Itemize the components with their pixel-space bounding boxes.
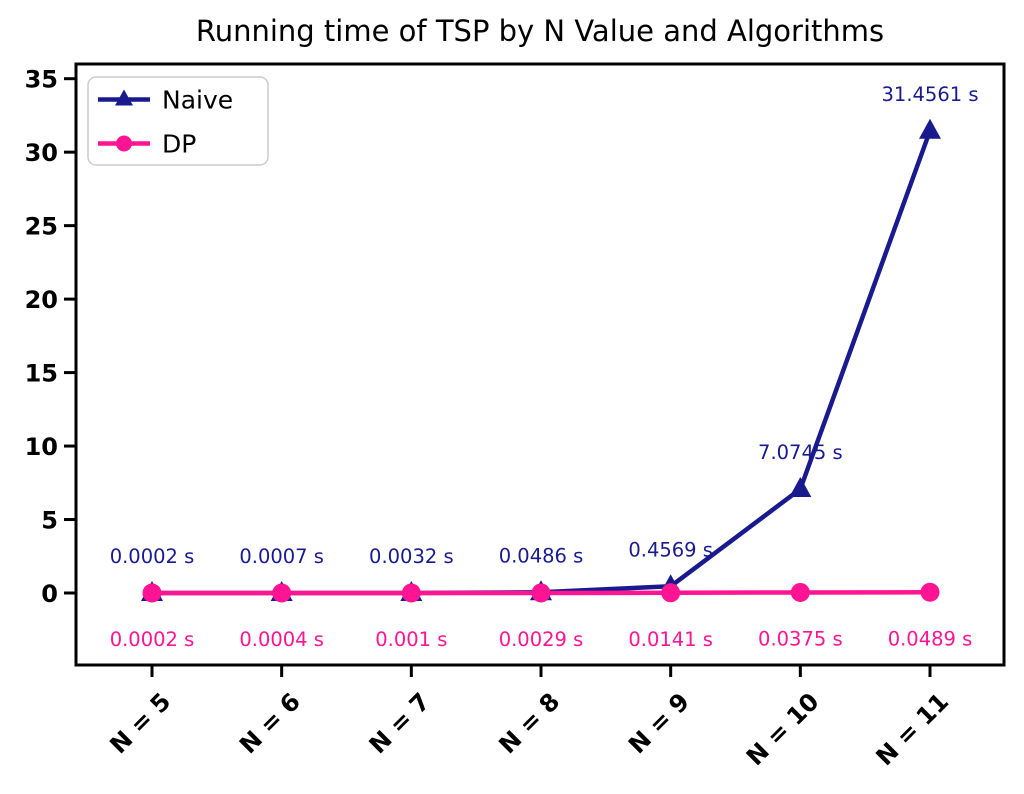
circle-marker	[920, 582, 940, 602]
x-tick-label: N = 8	[493, 687, 565, 759]
point-label-naive: 0.4569 s	[628, 538, 713, 561]
point-label-dp: 0.001 s	[375, 628, 447, 651]
point-label-dp: 0.0375 s	[758, 627, 843, 650]
point-label-dp: 0.0002 s	[110, 628, 195, 651]
point-label-naive: 31.4561 s	[882, 83, 979, 106]
x-tick-label: N = 10	[741, 687, 825, 771]
circle-marker	[531, 583, 551, 603]
circle-marker	[790, 582, 810, 602]
x-tick-label: N = 9	[623, 687, 695, 759]
circle-marker	[116, 135, 132, 152]
point-label-dp: 0.0141 s	[628, 628, 713, 651]
point-label-dp: 0.0004 s	[239, 628, 324, 651]
x-tick-label: N = 5	[104, 687, 176, 759]
chart-title: Running time of TSP by N Value and Algor…	[195, 14, 885, 48]
y-tick-label: 35	[25, 66, 58, 94]
triangle-marker	[789, 477, 812, 498]
x-axis: N = 5 N = 6 N = 7 N = 8 N = 9 N = 10 N = 11	[104, 665, 954, 771]
x-tick-label: N = 11	[871, 687, 955, 771]
y-axis: 0 5 10 15 20 25 30 35	[25, 66, 76, 608]
point-label-naive: 7.0745 s	[758, 441, 843, 464]
point-label-naive: 0.0032 s	[369, 545, 454, 568]
y-tick-label: 20	[25, 286, 58, 314]
y-tick-label: 5	[41, 507, 58, 535]
triangle-marker	[919, 118, 941, 139]
point-label-dp: 0.0029 s	[499, 628, 584, 651]
legend-label-dp: DP	[162, 130, 196, 159]
legend-label-naive: Naive	[162, 86, 233, 115]
y-tick-label: 0	[41, 580, 58, 608]
circle-marker	[661, 583, 681, 603]
y-tick-label: 30	[25, 139, 58, 167]
y-tick-label: 25	[25, 213, 58, 241]
y-tick-label: 15	[25, 360, 58, 388]
point-label-dp: 0.0489 s	[888, 627, 973, 650]
annotation-layer: 0.0002 s 0.0007 s 0.0032 s 0.0486 s 0.4569 s…	[110, 83, 979, 651]
legend-item-naive: Naive	[98, 86, 233, 115]
legend: Naive DP	[87, 76, 269, 166]
circle-marker	[272, 583, 292, 603]
point-label-naive: 0.0007 s	[239, 545, 324, 568]
circle-marker	[142, 583, 162, 603]
y-tick-label: 10	[25, 433, 58, 461]
series-layer	[141, 118, 941, 603]
x-tick-label: N = 6	[234, 687, 306, 759]
legend-item-dp: DP	[98, 130, 196, 159]
circle-marker	[401, 583, 421, 603]
series-line-naive	[149, 128, 933, 596]
series-naive	[141, 118, 941, 601]
series-dp	[142, 582, 940, 603]
triangle-marker	[115, 89, 133, 106]
point-label-naive: 0.0486 s	[499, 544, 584, 567]
point-label-naive: 0.0002 s	[110, 545, 195, 568]
x-tick-label: N = 7	[364, 687, 436, 759]
